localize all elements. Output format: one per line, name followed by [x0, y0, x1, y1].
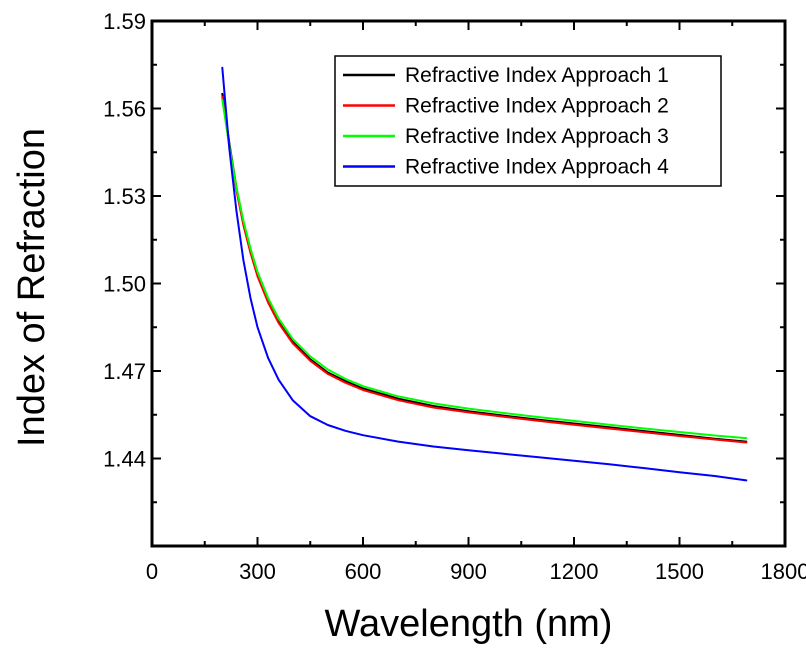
- x-tick-label: 1800: [761, 559, 806, 584]
- legend: Refractive Index Approach 1 Refractive In…: [334, 55, 722, 187]
- series-line-2: [221, 95, 748, 444]
- legend-label-4: Refractive Index Approach 4: [405, 156, 669, 179]
- y-tick-label: 1.53: [103, 184, 146, 209]
- y-tick-label: 1.59: [103, 9, 146, 34]
- x-tick-label: 1200: [550, 559, 599, 584]
- x-tick-label: 300: [239, 559, 276, 584]
- y-tick-label: 1.56: [103, 97, 146, 122]
- series-line-4: [221, 66, 748, 482]
- y-axis-title: Index of Refraction: [11, 128, 53, 447]
- legend-label-2: Refractive Index Approach 2: [405, 95, 669, 118]
- y-tick-label: 1.50: [103, 272, 146, 297]
- y-tick-label: 1.47: [103, 359, 146, 384]
- x-tick-label: 0: [146, 559, 158, 584]
- y-tick-labels: 1.44 1.47 1.50 1.53 1.56 1.59: [103, 9, 146, 472]
- x-axis-title: Wavelength (nm): [325, 603, 613, 645]
- x-tick-label: 600: [345, 559, 382, 584]
- x-tick-label: 1500: [655, 559, 704, 584]
- legend-label-3: Refractive Index Approach 3: [405, 125, 669, 148]
- plot-frame: [150, 19, 787, 548]
- y-tick-label: 1.44: [103, 447, 146, 472]
- series-line-3: [221, 98, 748, 440]
- x-tick-labels: 0 300 600 900 1200 1500 1800: [146, 559, 806, 584]
- series-lines: [221, 66, 748, 482]
- x-tick-label: 900: [450, 559, 487, 584]
- legend-label-1: Refractive Index Approach 1: [405, 64, 669, 87]
- legend-box: [334, 55, 722, 187]
